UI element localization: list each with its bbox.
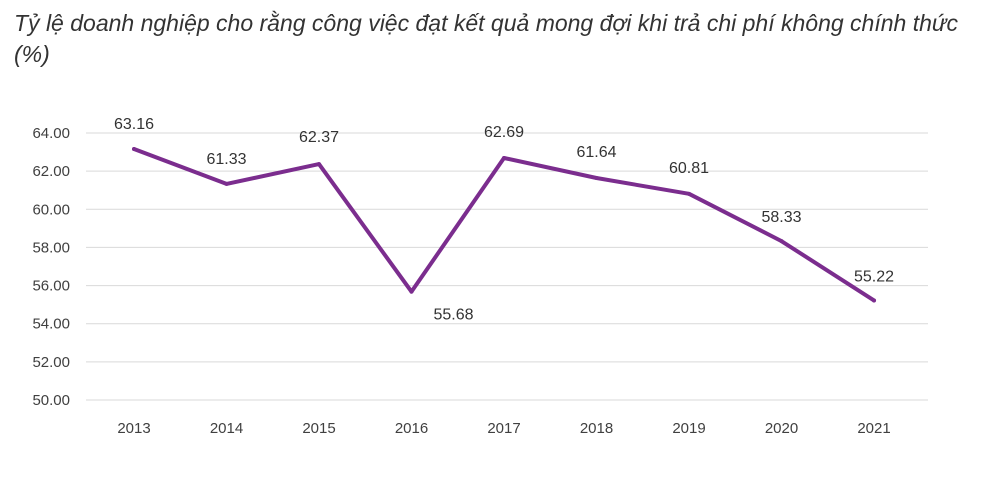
data-point [872,298,876,303]
data-label: 61.33 [206,151,246,168]
data-point [502,155,506,160]
x-tick-label: 2019 [672,420,705,437]
x-tick-label: 2016 [395,420,428,437]
x-tick-label: 2013 [117,420,150,437]
data-labels: 63.16 61.33 62.37 55.68 62.69 61.64 60.81 58.33… [114,116,894,324]
data-label: 62.69 [484,124,524,141]
data-label: 60.81 [669,160,709,177]
data-label: 63.16 [114,116,154,133]
data-series [132,147,876,303]
y-tick-label: 52.00 [32,354,70,371]
x-tick-label: 2018 [580,420,613,437]
y-tick-label: 64.00 [32,125,70,142]
y-tick-label: 54.00 [32,316,70,333]
y-tick-label: 50.00 [32,392,70,409]
chart-title: Tỷ lệ doanh nghiệp cho rằng công việc đạ… [14,10,958,67]
data-point [132,147,136,152]
data-label: 55.22 [854,268,894,285]
data-point [687,191,691,196]
data-label: 62.37 [299,129,339,146]
y-tick-label: 62.00 [32,163,70,180]
x-tick-label: 2021 [857,420,890,437]
data-label: 55.68 [433,307,473,324]
data-label: 61.64 [576,144,616,161]
x-tick-label: 2017 [487,420,520,437]
x-tick-label: 2015 [302,420,335,437]
x-axis: 2013 2014 2015 2016 2017 2018 2019 2020 2021 [117,420,890,437]
y-tick-label: 56.00 [32,278,70,295]
data-point [224,181,229,186]
data-point [409,289,414,294]
y-tick-label: 58.00 [32,239,70,256]
y-axis: 50.00 52.00 54.00 56.00 58.00 60.00 62.00 64.00 [32,125,70,409]
data-point [779,239,784,244]
data-label: 58.33 [761,209,801,226]
data-point [594,176,599,181]
data-point [317,162,321,167]
x-tick-label: 2014 [210,420,243,437]
y-tick-label: 60.00 [32,201,70,218]
x-tick-label: 2020 [765,420,798,437]
gridlines [86,132,928,401]
